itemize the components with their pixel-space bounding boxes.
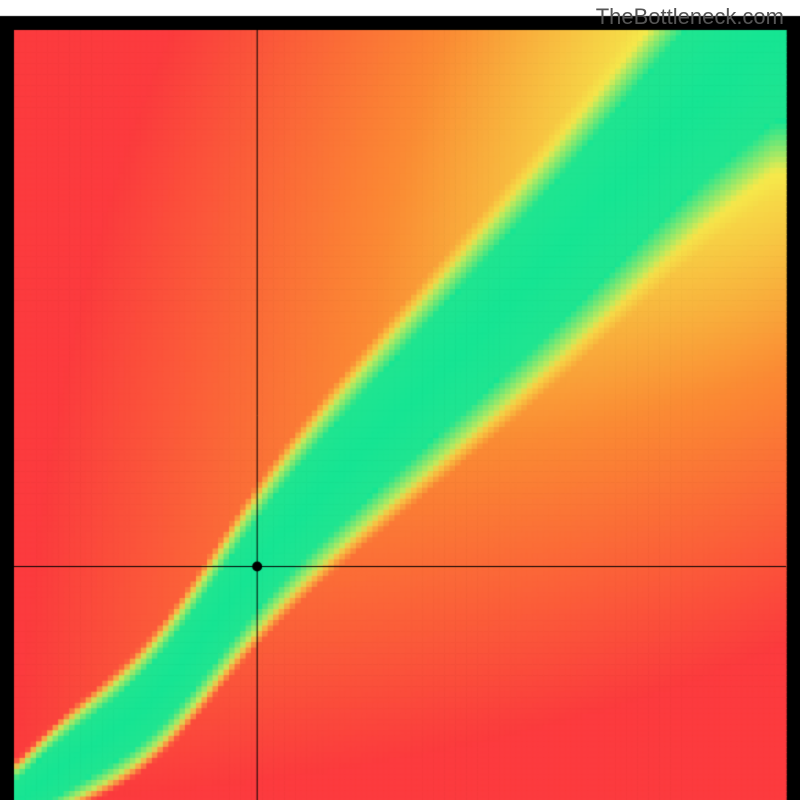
chart-container: TheBottleneck.com (0, 0, 800, 800)
watermark-text: TheBottleneck.com (596, 4, 784, 30)
bottleneck-heatmap (0, 0, 800, 800)
